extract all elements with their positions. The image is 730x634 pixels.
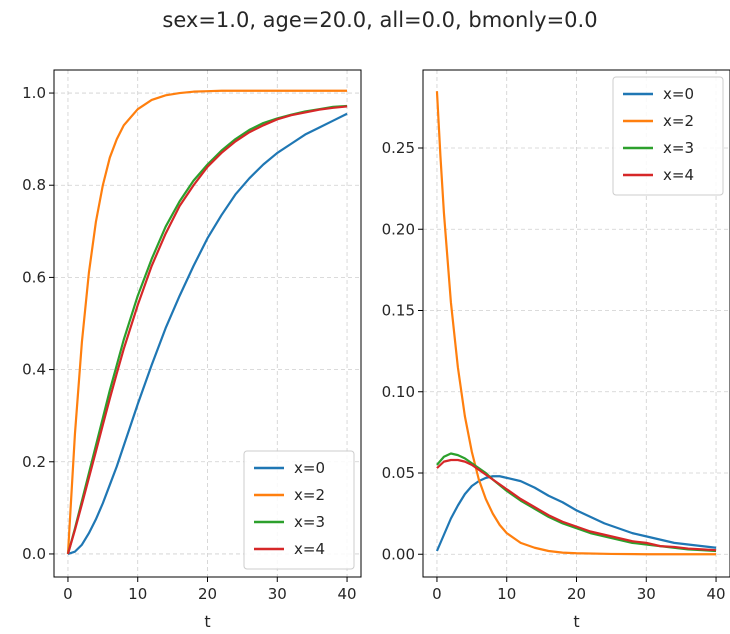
y-tick-label: 0.4 [22, 361, 46, 379]
y-tick-label: 0.15 [382, 302, 415, 320]
y-tick-label: 1.0 [22, 84, 46, 102]
x-tick-label: 0 [63, 585, 73, 603]
x-tick-label: 10 [497, 585, 516, 603]
y-tick-label: 0.00 [382, 545, 415, 563]
figure-title: sex=1.0, age=20.0, all=0.0, bmonly=0.0 [162, 8, 597, 32]
legend-label-x2: x=2 [294, 486, 325, 504]
left-plot-panel: 0 10 20 30 40 0.0 0.2 0.4 0.6 0.8 1.0 t x=0 x=2 x=3 x=4 [22, 69, 362, 631]
x-tick-label: 0 [432, 585, 442, 603]
x-tick-label: 30 [637, 585, 656, 603]
legend-box [243, 450, 355, 570]
x-tick-label: 40 [337, 585, 356, 603]
series-line-x4 [66, 105, 348, 555]
legend-label-x3: x=3 [663, 139, 694, 157]
x-axis-label: t [204, 612, 210, 631]
legend-label-x0: x=0 [294, 459, 325, 477]
series-line-x2 [435, 91, 717, 556]
series-line-x2 [66, 89, 348, 555]
x-tick-label: 20 [198, 585, 217, 603]
y-tick-label: 0.0 [22, 545, 46, 563]
legend-label-x0: x=0 [663, 85, 694, 103]
x-tick-label: 20 [567, 585, 586, 603]
series-line-x3 [436, 452, 717, 553]
series-line-x0 [67, 112, 348, 555]
legend: x=0 x=2 x=3 x=4 [612, 76, 724, 196]
legend-box [612, 76, 724, 196]
y-tick-label: 0.2 [22, 453, 46, 471]
y-tick-label: 0.20 [382, 220, 415, 238]
right-plot-panel: 0 10 20 30 40 0.00 0.05 0.10 0.15 0.20 0.25 t x=0 x=2… [382, 69, 730, 631]
x-tick-label: 10 [128, 585, 147, 603]
series-line-x4 [436, 458, 717, 552]
legend-label-x3: x=3 [294, 513, 325, 531]
y-tick-label: 0.8 [22, 176, 46, 194]
legend-label-x4: x=4 [663, 166, 694, 184]
x-axis-label: t [573, 612, 579, 631]
y-tick-label: 0.05 [382, 464, 415, 482]
y-tick-label: 0.25 [382, 139, 415, 157]
series-line-x0 [435, 475, 717, 552]
y-tick-label: 0.10 [382, 383, 415, 401]
legend-label-x2: x=2 [663, 112, 694, 130]
x-tick-label: 30 [268, 585, 287, 603]
x-tick-label: 40 [706, 585, 725, 603]
legend-label-x4: x=4 [294, 540, 325, 558]
legend: x=0 x=2 x=3 x=4 [243, 450, 355, 570]
y-tick-label: 0.6 [22, 268, 46, 286]
